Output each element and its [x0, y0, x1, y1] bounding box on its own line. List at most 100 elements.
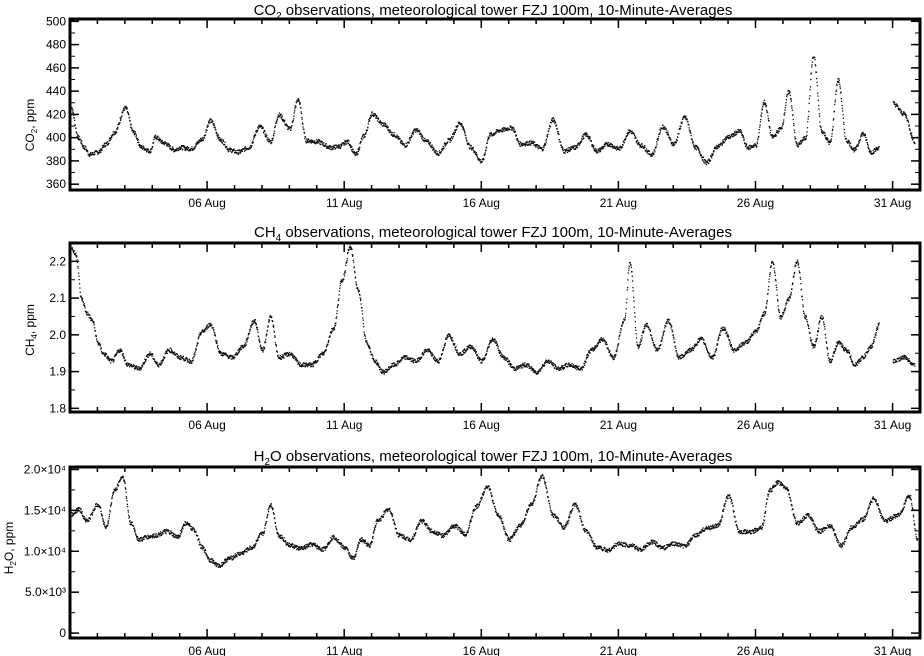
data-point: [877, 149, 879, 151]
data-point: [154, 137, 156, 139]
data-point: [672, 334, 674, 336]
data-point: [399, 361, 401, 363]
data-point: [510, 127, 512, 129]
data-point: [543, 363, 545, 366]
data-point: [204, 328, 207, 330]
data-point: [752, 333, 754, 335]
data-point: [772, 262, 774, 264]
data-point: [497, 345, 499, 348]
data-point: [331, 147, 334, 150]
data-point: [382, 371, 385, 373]
data-point: [909, 129, 911, 131]
data-point: [615, 354, 617, 356]
data-point: [683, 354, 685, 357]
data-point: [150, 353, 153, 356]
data-point: [780, 126, 783, 129]
data-point: [218, 351, 220, 353]
data-point: [82, 301, 84, 303]
data-point: [704, 162, 706, 164]
data-point: [354, 272, 356, 274]
data-point: [279, 115, 281, 117]
data-point: [727, 134, 729, 137]
data-point: [199, 332, 201, 334]
data-point: [809, 88, 811, 91]
data-point: [832, 128, 834, 130]
data-point: [403, 356, 406, 358]
data-point: [360, 298, 362, 300]
data-point: [205, 326, 207, 328]
data-point: [530, 140, 532, 142]
data-point: [509, 129, 511, 131]
data-point: [297, 363, 299, 365]
data-point: [140, 368, 142, 370]
data-point: [625, 302, 628, 304]
data-point: [297, 360, 299, 362]
data-point: [584, 360, 586, 362]
data-point: [145, 149, 147, 151]
data-point: [721, 143, 723, 145]
data-point: [799, 140, 802, 142]
data-point: [488, 343, 490, 346]
data-point: [312, 365, 314, 368]
data-point: [155, 361, 157, 363]
data-point: [233, 358, 235, 360]
data-point: [462, 350, 464, 352]
data-point: [257, 331, 259, 333]
data-point: [737, 131, 739, 133]
data-point: [828, 140, 831, 142]
data-point: [824, 134, 826, 136]
data-point: [359, 299, 362, 302]
data-point: [162, 359, 164, 361]
data-point: [174, 149, 176, 151]
data-point: [512, 127, 514, 129]
data-point: [383, 373, 385, 375]
data-point: [480, 362, 482, 364]
data-point: [499, 354, 502, 357]
data-point: [302, 365, 304, 367]
data-point: [151, 355, 153, 357]
data-point: [442, 145, 444, 148]
data-point: [467, 143, 469, 146]
data-point: [786, 302, 788, 304]
data-point: [245, 148, 248, 150]
data-point: [646, 323, 649, 325]
data-point: [576, 147, 579, 149]
data-point: [160, 141, 162, 143]
data-point: [264, 340, 266, 343]
data-point: [536, 373, 538, 375]
data-point: [73, 250, 76, 252]
data-point: [140, 367, 143, 369]
data-point: [481, 161, 483, 163]
data-point: [546, 360, 549, 362]
title-rest: observations, meteorological tower FZJ 1…: [282, 2, 733, 19]
data-point: [749, 336, 751, 338]
data-point: [430, 355, 433, 357]
data-point: [691, 142, 694, 144]
data-point: [630, 132, 632, 135]
data-point: [758, 132, 760, 134]
data-point: [440, 357, 442, 359]
data-point: [430, 145, 432, 147]
data-point: [379, 122, 381, 124]
data-point: [298, 361, 300, 363]
data-point: [775, 280, 777, 282]
data-point: [351, 150, 353, 152]
data-point: [724, 138, 726, 140]
data-point: [743, 137, 745, 139]
data-point: [777, 132, 779, 134]
data-point: [575, 364, 577, 367]
data-point: [656, 143, 658, 145]
data-point: [833, 118, 835, 120]
data-point: [853, 149, 856, 152]
data-point: [519, 141, 521, 143]
data-point: [597, 149, 600, 151]
data-point: [109, 358, 112, 360]
data-point: [572, 146, 574, 148]
data-point: [740, 132, 742, 134]
data-point: [655, 145, 657, 147]
data-point: [762, 314, 764, 316]
data-point: [498, 131, 500, 133]
data-point: [350, 246, 352, 248]
data-point: [182, 356, 184, 358]
data-point: [468, 143, 470, 145]
